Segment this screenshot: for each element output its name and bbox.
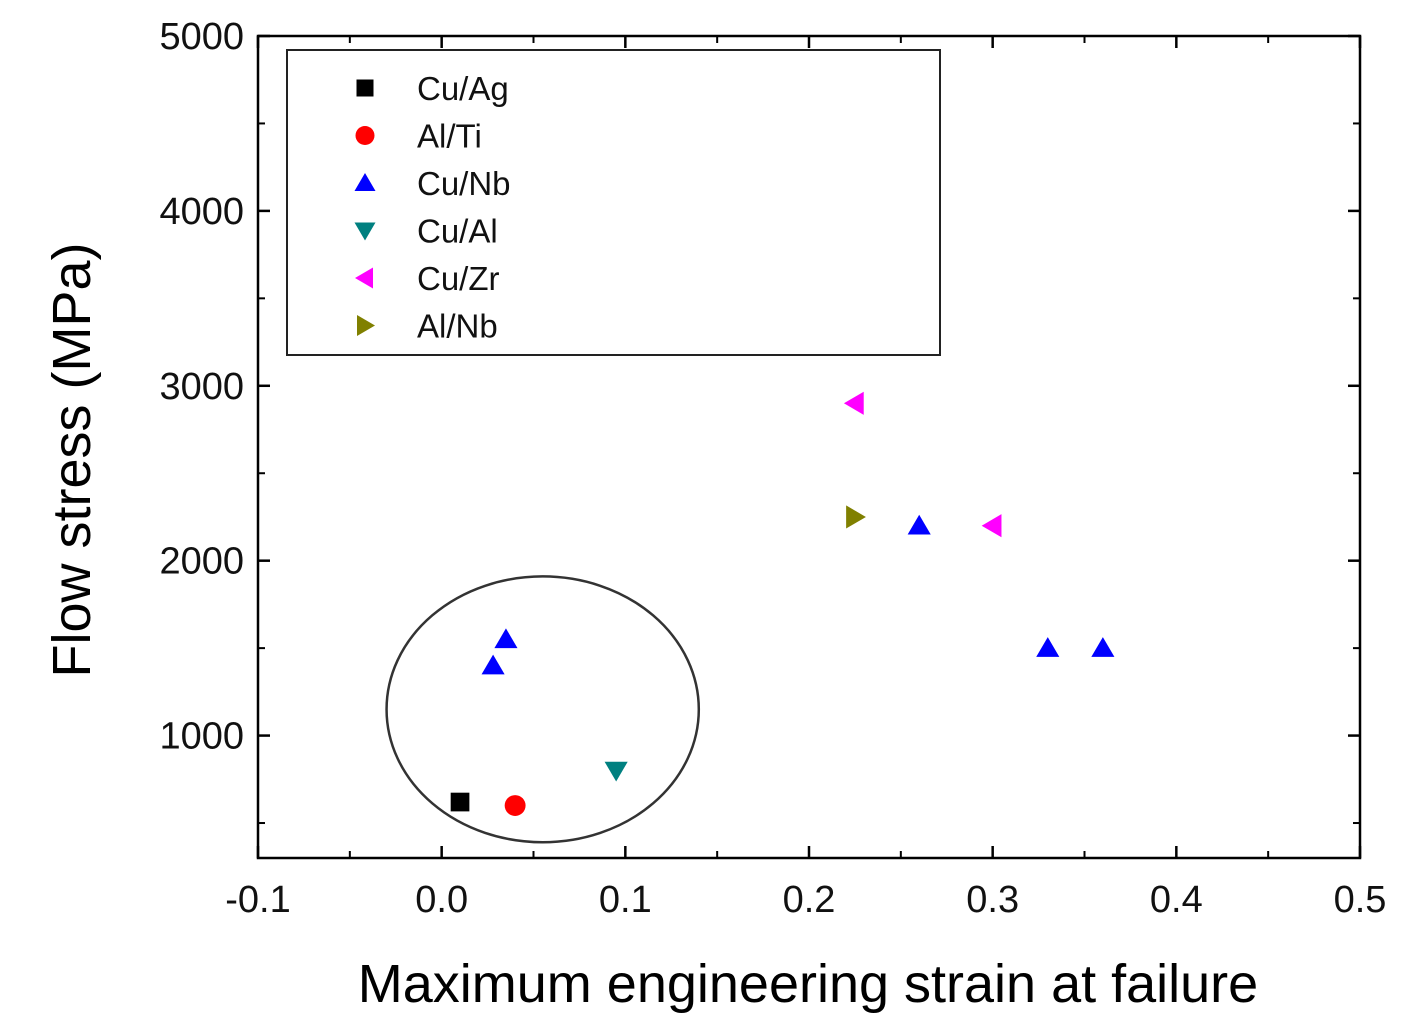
data-point-cu-al xyxy=(604,761,628,782)
legend-label-cu-ag: Cu/Ag xyxy=(417,70,509,107)
x-tick-label: 0.0 xyxy=(415,879,468,921)
y-tick-label: 5000 xyxy=(159,16,244,58)
data-point-cu-nb xyxy=(907,514,931,535)
legend-marker-cu-al xyxy=(354,222,376,241)
legend-label-al-ti: Al/Ti xyxy=(417,118,482,155)
data-point-cu-zr xyxy=(981,514,1002,538)
legend-label-cu-zr: Cu/Zr xyxy=(417,260,500,297)
y-tick-label: 1000 xyxy=(159,716,244,758)
legend-label-cu-nb: Cu/Nb xyxy=(417,165,511,202)
data-point-cu-nb xyxy=(494,628,518,649)
legend-box xyxy=(286,49,941,356)
x-tick-label: 0.4 xyxy=(1150,879,1203,921)
legend-marker-al-ti xyxy=(355,126,375,145)
y-tick-label: 4000 xyxy=(159,191,244,233)
annotations-layer xyxy=(385,575,701,844)
x-tick-label: -0.1 xyxy=(225,879,290,921)
y-tick-label: 3000 xyxy=(159,366,244,408)
data-point-cu-nb xyxy=(1036,637,1060,657)
y-axis-title: Flow stress (MPa) xyxy=(42,242,102,677)
y-tick-label: 2000 xyxy=(159,541,244,583)
legend-marker-cu-ag xyxy=(356,79,374,97)
x-axis-title: Maximum engineering strain at failure xyxy=(358,954,1258,1014)
axes-layer: -0.1 0.0 0.1 0.2 0.3 0.4 0.5 1000 2000 3000 4000 50… xyxy=(159,16,1386,921)
legend-label-al-nb: Al/Nb xyxy=(417,308,498,345)
legend-marker-cu-zr xyxy=(355,267,373,289)
data-point-cu-nb xyxy=(1091,637,1115,657)
annotation-ellipse xyxy=(385,575,701,844)
legend-label-cu-al: Cu/Al xyxy=(417,213,498,250)
data-points-layer xyxy=(450,391,1115,816)
x-tick-label: 0.3 xyxy=(966,879,1019,921)
x-tick-label: 0.5 xyxy=(1334,879,1387,921)
data-point-cu-zr xyxy=(843,391,864,415)
x-tick-label: 0.2 xyxy=(783,879,836,921)
data-point-cu-nb xyxy=(481,654,505,675)
data-point-al-ti xyxy=(504,795,526,816)
legend-marker-cu-nb xyxy=(354,173,376,191)
legend-marker-al-nb xyxy=(357,315,375,336)
data-point-cu-ag xyxy=(450,792,470,812)
legend: Cu/Ag Al/Ti Cu/Nb Cu/Al Cu/Zr Al/Nb xyxy=(286,49,941,356)
x-tick-label: 0.1 xyxy=(599,879,652,921)
data-point-al-nb xyxy=(846,505,866,529)
